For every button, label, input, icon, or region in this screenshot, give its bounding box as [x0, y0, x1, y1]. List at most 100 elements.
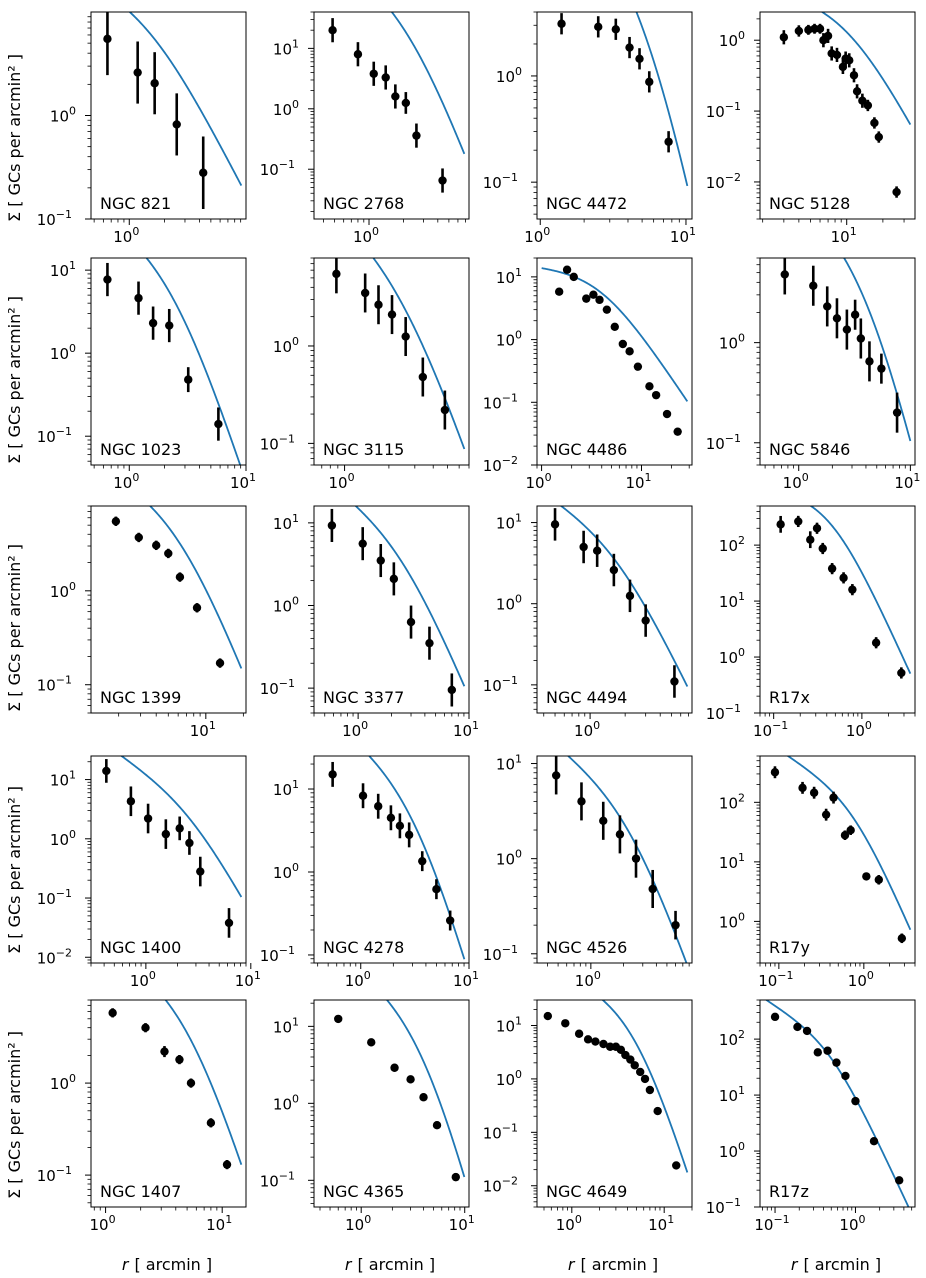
x-tick-exponent: 0 — [132, 471, 139, 484]
data-point — [611, 25, 621, 34]
plot-frame — [536, 257, 693, 466]
data-point — [851, 1096, 860, 1106]
y-axis-title: Σ [ GCs per arcmin² ] — [5, 296, 24, 464]
data-point — [897, 934, 907, 943]
data-point — [574, 1029, 584, 1038]
y-tick-label: 100 — [50, 1072, 76, 1093]
data-point — [445, 916, 455, 925]
y-tick-label: 100 — [719, 910, 745, 931]
data-point — [387, 310, 397, 319]
x-tick-label: 100 — [556, 1213, 582, 1234]
panel-title: NGC 1023 — [100, 440, 181, 459]
x-tick-exponent: 1 — [689, 225, 696, 238]
data-point — [770, 768, 780, 777]
x-tick-exponent: 1 — [249, 471, 256, 484]
data-point — [334, 1014, 343, 1024]
data-point — [214, 419, 223, 429]
y-tick-label: 10−2 — [37, 946, 72, 967]
data-point — [648, 884, 657, 894]
model-curve — [566, 756, 688, 963]
y-tick-label: 10−1 — [37, 208, 72, 229]
y-tick-label: 10−2 — [706, 171, 741, 192]
data-point — [550, 520, 560, 529]
y-tick-exponent: 1 — [738, 590, 745, 603]
y-tick-label: 100 — [496, 1068, 522, 1089]
data-point — [842, 325, 852, 334]
data-point — [874, 875, 884, 884]
y-tick-label: 10−1 — [483, 391, 518, 412]
data-point — [839, 573, 848, 583]
y-tick-label: 10−1 — [260, 677, 295, 698]
data-point — [160, 1047, 169, 1056]
x-tick-label: 101 — [831, 225, 857, 246]
y-tick-exponent: −1 — [56, 674, 72, 687]
panel-title: NGC 5128 — [769, 194, 850, 213]
x-tick-label: 101 — [648, 1213, 674, 1234]
panel-title: NGC 2768 — [323, 194, 404, 213]
data-point — [353, 50, 363, 59]
x-tick-label: 100 — [345, 1213, 371, 1234]
y-tick-label: 102 — [719, 1028, 745, 1049]
data-point — [645, 77, 654, 87]
x-tick-exponent: −1 — [773, 1213, 789, 1226]
y-tick-label: 10−1 — [37, 425, 72, 446]
plot-frame — [313, 11, 470, 220]
data-point — [391, 92, 400, 101]
y-tick-label: 10−1 — [260, 158, 295, 179]
data-point — [418, 856, 427, 866]
x-tick-exponent: 0 — [859, 1213, 866, 1226]
data-point — [369, 69, 378, 78]
data-point — [645, 382, 654, 391]
y-tick-exponent: 0 — [515, 593, 522, 606]
data-point — [401, 98, 411, 108]
data-point — [165, 321, 174, 330]
y-tick-label: 10−2 — [483, 454, 518, 475]
panel-title: NGC 3115 — [323, 440, 404, 459]
data-point — [852, 87, 862, 96]
data-point — [779, 33, 789, 42]
model-curve — [372, 258, 466, 450]
data-point — [184, 375, 193, 384]
data-point — [406, 1075, 415, 1084]
data-point — [432, 885, 441, 894]
data-point — [432, 1120, 442, 1130]
x-tick-exponent: 0 — [867, 969, 874, 982]
y-tick-exponent: −1 — [502, 391, 518, 404]
data-point — [376, 556, 385, 565]
model-curve — [635, 12, 689, 187]
data-point — [360, 288, 370, 298]
data-point — [809, 788, 819, 797]
x-tick-label: 101 — [206, 1213, 232, 1234]
data-point — [897, 668, 906, 678]
data-point — [874, 132, 884, 142]
data-point — [651, 390, 661, 400]
data-point — [610, 322, 619, 331]
data-point — [780, 270, 789, 279]
model-curve — [601, 1000, 689, 1173]
y-tick-exponent: 0 — [69, 342, 76, 355]
y-tick-exponent: 0 — [292, 98, 299, 111]
data-point — [870, 118, 879, 128]
y-tick-exponent: 0 — [292, 1092, 299, 1105]
y-tick-exponent: 0 — [69, 1072, 76, 1085]
y-tick-label: 100 — [496, 65, 522, 86]
y-tick-exponent: −1 — [56, 1164, 72, 1177]
data-point — [196, 867, 205, 876]
data-point — [175, 1055, 184, 1064]
data-point — [134, 293, 143, 303]
plot-frame — [759, 505, 916, 714]
data-point — [141, 1023, 150, 1032]
data-point — [618, 339, 628, 349]
panel-title: NGC 4649 — [546, 1182, 627, 1201]
y-tick-label: 101 — [719, 590, 745, 611]
data-point — [865, 357, 874, 366]
panel-title: R17z — [769, 1182, 809, 1201]
plot-frame — [536, 505, 693, 714]
data-point — [892, 187, 901, 197]
data-point — [794, 517, 803, 526]
